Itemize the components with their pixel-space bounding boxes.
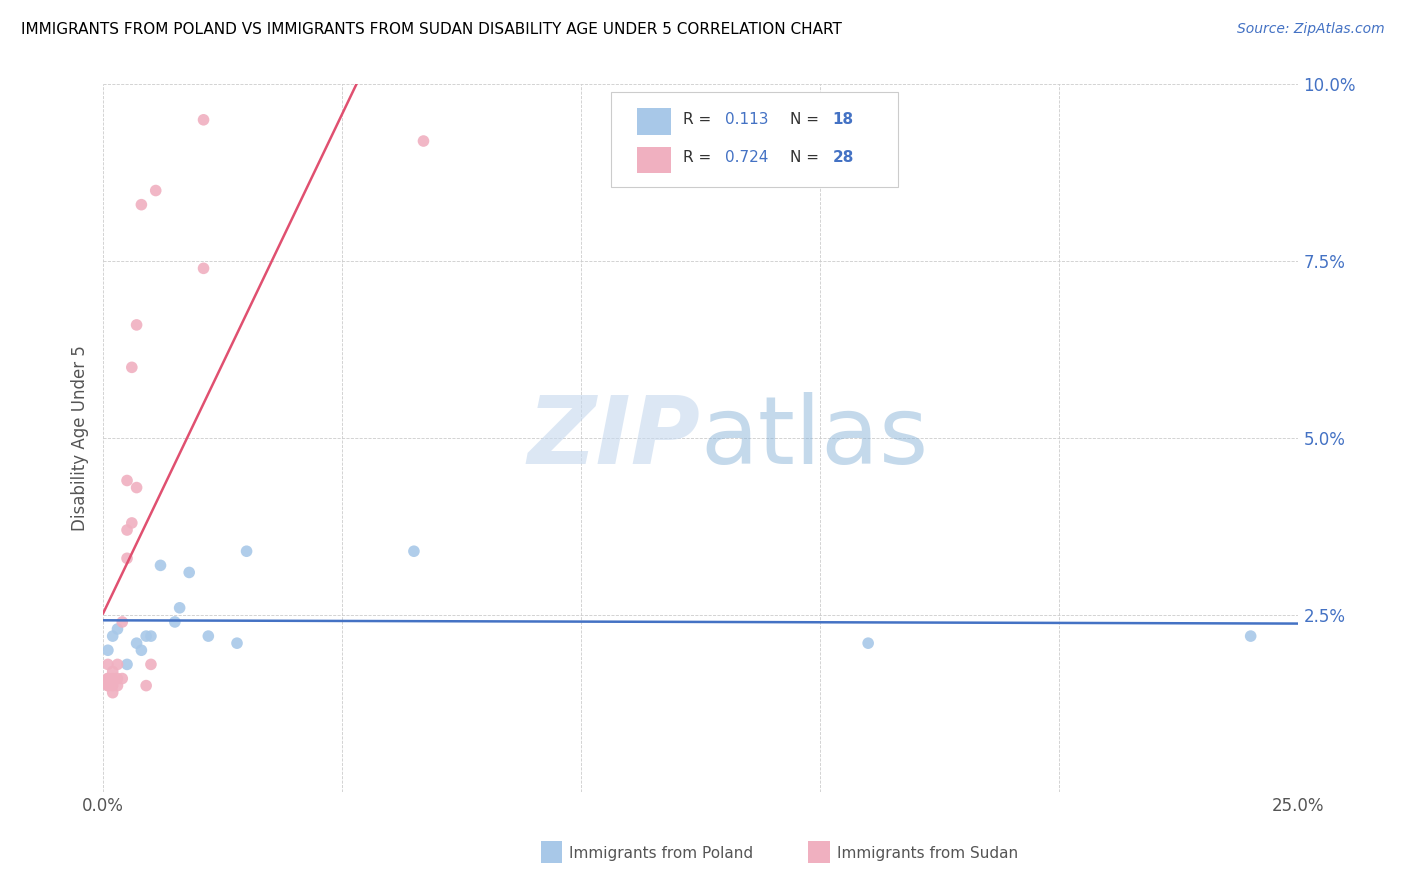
Point xyxy=(131,643,153,657)
Text: Immigrants from Poland: Immigrants from Poland xyxy=(569,847,754,861)
Point xyxy=(115,474,138,488)
Point xyxy=(97,672,120,686)
FancyBboxPatch shape xyxy=(637,108,671,136)
Point xyxy=(412,134,434,148)
Point xyxy=(193,112,215,127)
Point xyxy=(149,558,172,573)
FancyBboxPatch shape xyxy=(637,146,671,173)
Text: IMMIGRANTS FROM POLAND VS IMMIGRANTS FROM SUDAN DISABILITY AGE UNDER 5 CORRELATI: IMMIGRANTS FROM POLAND VS IMMIGRANTS FRO… xyxy=(21,22,842,37)
Point xyxy=(107,657,129,672)
Point xyxy=(107,679,129,693)
Point xyxy=(121,516,143,530)
Point xyxy=(402,544,425,558)
Point xyxy=(97,679,120,693)
Point xyxy=(107,672,129,686)
Point xyxy=(111,615,134,629)
Point xyxy=(226,636,249,650)
Point xyxy=(107,622,129,636)
Point xyxy=(125,318,148,332)
Point xyxy=(115,657,138,672)
Point xyxy=(101,672,124,686)
Point xyxy=(1240,629,1263,643)
Point xyxy=(179,566,201,580)
Text: Immigrants from Sudan: Immigrants from Sudan xyxy=(837,847,1018,861)
Point xyxy=(856,636,879,650)
Point xyxy=(97,672,120,686)
Point xyxy=(111,672,134,686)
Point xyxy=(101,679,124,693)
Point xyxy=(139,657,162,672)
Text: 28: 28 xyxy=(832,151,853,165)
Text: Source: ZipAtlas.com: Source: ZipAtlas.com xyxy=(1237,22,1385,37)
Point xyxy=(121,360,143,375)
Point xyxy=(197,629,219,643)
Point xyxy=(135,679,157,693)
Point xyxy=(115,523,138,537)
Point xyxy=(163,615,186,629)
Point xyxy=(101,629,124,643)
Y-axis label: Disability Age Under 5: Disability Age Under 5 xyxy=(72,345,89,531)
Point xyxy=(115,551,138,566)
Point xyxy=(145,184,167,198)
Text: ZIP: ZIP xyxy=(527,392,700,484)
Point xyxy=(125,636,148,650)
Text: atlas: atlas xyxy=(700,392,929,484)
Text: 0.724: 0.724 xyxy=(724,151,768,165)
Point xyxy=(131,197,153,211)
Point xyxy=(193,261,215,276)
Point xyxy=(169,600,191,615)
Point xyxy=(97,657,120,672)
Point xyxy=(125,481,148,495)
Point xyxy=(135,629,157,643)
Point xyxy=(101,686,124,700)
Text: N =: N = xyxy=(790,112,824,128)
FancyBboxPatch shape xyxy=(612,92,898,187)
Point xyxy=(101,665,124,679)
Point xyxy=(139,629,162,643)
Point xyxy=(235,544,257,558)
Point xyxy=(97,643,120,657)
Text: R =: R = xyxy=(683,112,716,128)
Text: N =: N = xyxy=(790,151,824,165)
Point xyxy=(97,679,120,693)
Text: R =: R = xyxy=(683,151,716,165)
Text: 0.113: 0.113 xyxy=(724,112,768,128)
Text: 18: 18 xyxy=(832,112,853,128)
